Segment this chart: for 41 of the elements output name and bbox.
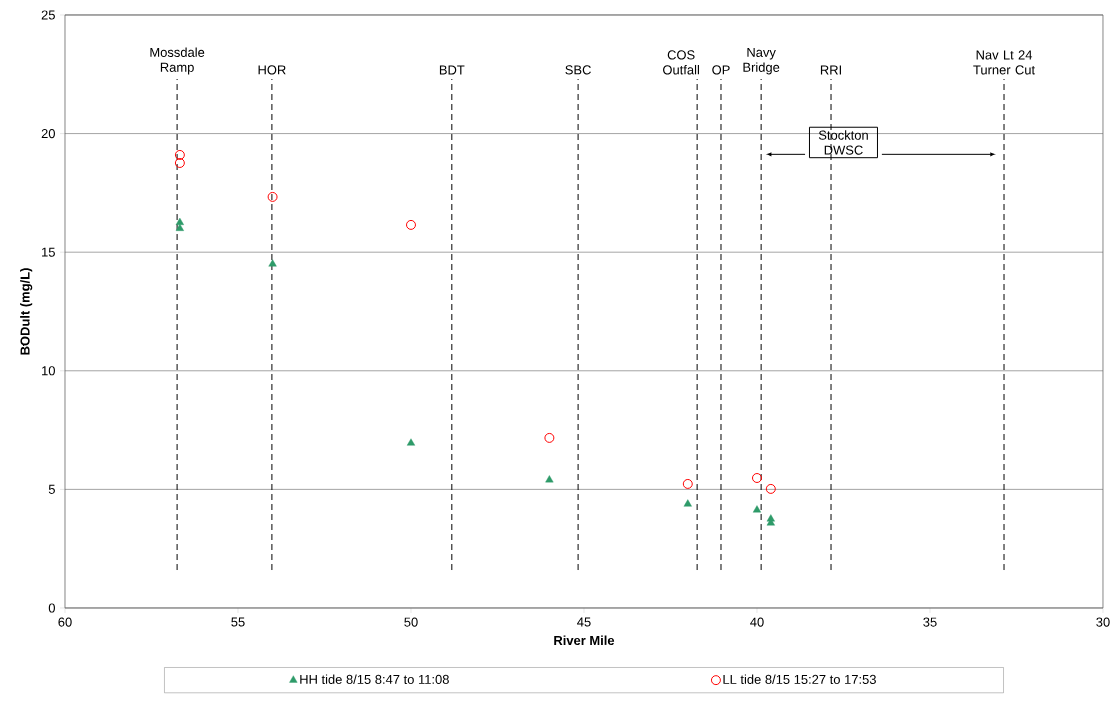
y-tick-label: 0 bbox=[48, 603, 55, 613]
legend-label: HH tide 8/15 8:47 to 11:08 bbox=[300, 674, 449, 684]
x-tick-label: 35 bbox=[923, 617, 937, 627]
x-axis-title: River Mile bbox=[554, 635, 615, 646]
y-tick-label: 5 bbox=[48, 484, 55, 494]
ref-line-label: SBC bbox=[565, 65, 591, 75]
point bbox=[406, 438, 416, 446]
ref-line-label: HOR bbox=[258, 65, 286, 75]
point bbox=[752, 473, 762, 483]
point bbox=[406, 219, 416, 230]
point bbox=[267, 191, 278, 202]
y-tick-label: 20 bbox=[41, 128, 55, 139]
point bbox=[544, 432, 555, 443]
y-tick-label: 10 bbox=[42, 366, 55, 376]
y-tick-label: 15 bbox=[42, 247, 55, 257]
y-tick-label: 25 bbox=[41, 10, 55, 20]
point bbox=[752, 505, 762, 513]
point bbox=[682, 478, 693, 489]
ref-line-label: Nav Lt 24 Turner Cut bbox=[973, 50, 1035, 75]
point bbox=[174, 149, 185, 160]
ref-line-label: RRI bbox=[820, 65, 841, 75]
point bbox=[268, 259, 277, 267]
x-tick-label: 55 bbox=[231, 617, 245, 627]
ref-line-label: OP bbox=[712, 65, 730, 75]
x-tick-label: 40 bbox=[750, 617, 764, 627]
x-tick-label: 45 bbox=[577, 617, 591, 627]
point bbox=[545, 475, 554, 483]
x-tick-label: 60 bbox=[58, 617, 72, 627]
y-axis-title: BODult (mg/L) bbox=[20, 268, 33, 355]
point bbox=[174, 158, 185, 168]
x-tick-label: 50 bbox=[404, 617, 418, 627]
annotation: Stockton DWSC bbox=[818, 130, 868, 155]
ref-line-label: COS Outfall bbox=[663, 50, 699, 75]
x-tick-label: 30 bbox=[1096, 617, 1110, 627]
ref-line-label: Navy Bridge bbox=[743, 47, 780, 75]
ref-line-label: BDT bbox=[439, 65, 465, 75]
point bbox=[765, 483, 776, 494]
point bbox=[175, 223, 184, 231]
legend-label: LL tide 8/15 15:27 to 17:53 bbox=[723, 674, 876, 684]
point bbox=[683, 499, 692, 507]
ref-line-label: Mossdale Ramp bbox=[150, 47, 205, 75]
